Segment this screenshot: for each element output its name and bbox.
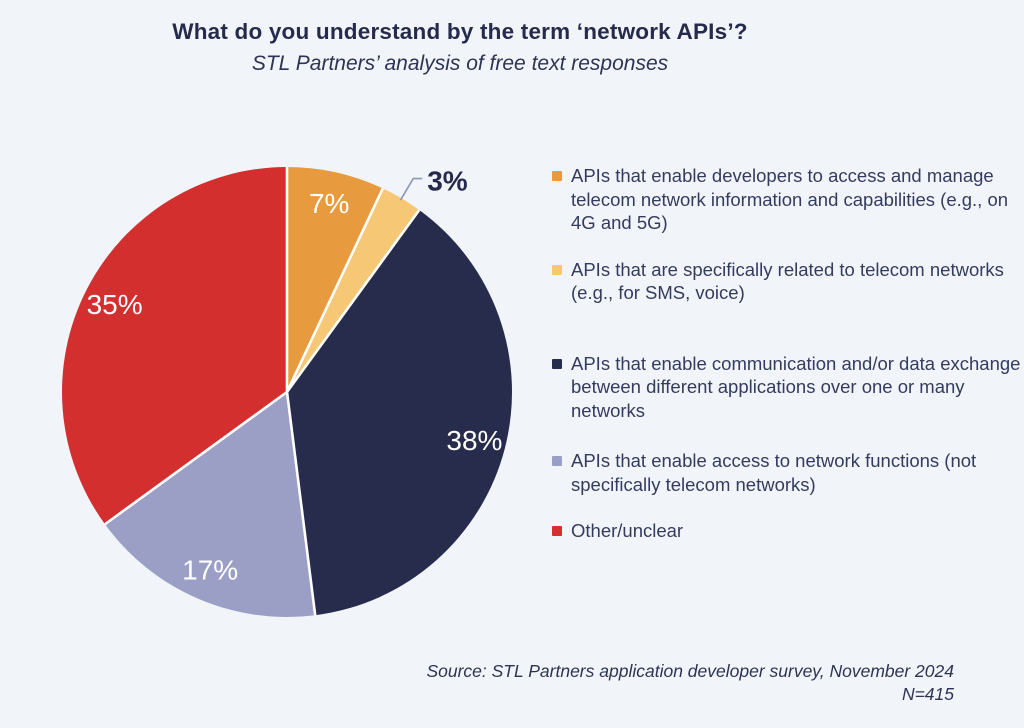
slice-value-label: 35% <box>87 289 143 320</box>
source-text: Source: STL Partners application develop… <box>426 661 954 681</box>
legend-marker <box>552 358 562 369</box>
legend-marker <box>552 526 562 536</box>
slice-value-label: 3% <box>427 166 468 197</box>
legend-label: APIs that enable communication and/or da… <box>571 352 1021 421</box>
chart-title: What do you understand by the term ‘netw… <box>172 19 748 44</box>
legend-label: APIs that enable access to network funct… <box>571 450 977 495</box>
legend-item: APIs that enable access to network funct… <box>552 449 1022 496</box>
slice-separator <box>285 187 384 393</box>
pie-chart: 7% 3% 38% 17% 35% <box>62 166 512 617</box>
slice-value-label: 17% <box>182 554 238 585</box>
legend-marker <box>552 264 562 275</box>
legend-item: APIs that enable communication and/or da… <box>552 352 1022 423</box>
legend: APIs that enable developers to access an… <box>552 164 1022 566</box>
pie-slice <box>62 167 288 525</box>
legend-label: APIs that are specifically related to te… <box>571 258 1004 304</box>
pie-slice <box>104 392 316 617</box>
legend-item: APIs that enable developers to access an… <box>552 164 1022 235</box>
source-note: Source: STL Partners application develop… <box>426 660 954 706</box>
slice-separator <box>285 209 421 393</box>
sample-size: N=415 <box>901 684 954 704</box>
legend-item: APIs that are specifically related to te… <box>552 258 1022 305</box>
legend-marker <box>552 456 562 466</box>
pie-slice <box>287 167 383 392</box>
pie-slice <box>287 209 512 616</box>
legend-marker <box>552 171 562 181</box>
chart-subtitle: STL Partners’ analysis of free text resp… <box>251 52 669 75</box>
pie-slice <box>287 188 420 392</box>
slice-separator <box>285 391 317 616</box>
legend-label: Other/unclear <box>571 520 684 541</box>
label-leader-line <box>399 177 423 201</box>
slice-value-label: 38% <box>446 425 502 456</box>
legend-label: APIs that enable developers to access an… <box>571 165 1009 233</box>
chart-header: What do you understand by the term ‘netw… <box>0 19 920 76</box>
slice-separator <box>104 390 288 526</box>
slice-value-label: 7% <box>309 188 349 219</box>
legend-item: Other/unclear <box>552 519 1022 543</box>
